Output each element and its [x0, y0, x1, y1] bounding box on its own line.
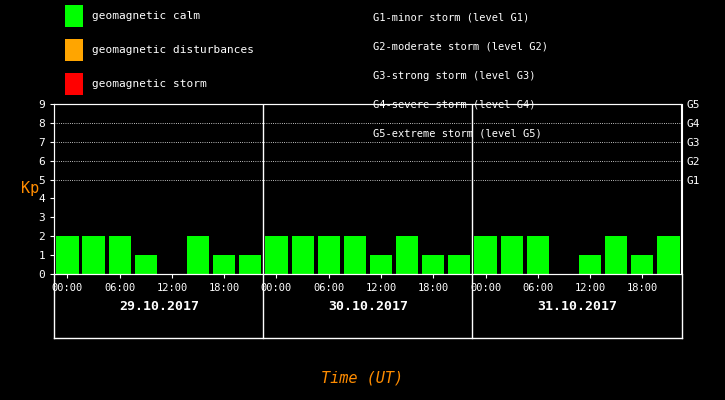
Bar [422, 255, 444, 274]
Bar [239, 255, 262, 274]
Text: 29.10.2017: 29.10.2017 [119, 300, 199, 312]
Text: geomagnetic calm: geomagnetic calm [92, 11, 200, 21]
Text: G4-severe storm (level G4): G4-severe storm (level G4) [373, 99, 536, 109]
Bar [57, 236, 78, 274]
Text: 30.10.2017: 30.10.2017 [328, 300, 408, 312]
Bar [318, 236, 340, 274]
Bar [448, 255, 471, 274]
Text: 31.10.2017: 31.10.2017 [537, 300, 617, 312]
Text: G3-strong storm (level G3): G3-strong storm (level G3) [373, 70, 536, 81]
Text: G5-extreme storm (level G5): G5-extreme storm (level G5) [373, 128, 542, 138]
Bar [526, 236, 549, 274]
Bar [579, 255, 601, 274]
Bar [605, 236, 627, 274]
Text: geomagnetic disturbances: geomagnetic disturbances [92, 45, 254, 55]
Bar [396, 236, 418, 274]
Bar [135, 255, 157, 274]
Text: Time (UT): Time (UT) [321, 370, 404, 386]
Text: geomagnetic storm: geomagnetic storm [92, 79, 207, 89]
Text: G2-moderate storm (level G2): G2-moderate storm (level G2) [373, 42, 548, 52]
Bar [474, 236, 497, 274]
Bar [83, 236, 104, 274]
Y-axis label: Kp: Kp [21, 182, 39, 196]
Bar [370, 255, 392, 274]
Bar [265, 236, 288, 274]
Bar [500, 236, 523, 274]
Bar [109, 236, 130, 274]
Text: G1-minor storm (level G1): G1-minor storm (level G1) [373, 13, 530, 23]
Bar [213, 255, 236, 274]
Bar [291, 236, 314, 274]
Bar [658, 236, 679, 274]
Bar [344, 236, 366, 274]
Bar [631, 255, 653, 274]
Bar [187, 236, 210, 274]
